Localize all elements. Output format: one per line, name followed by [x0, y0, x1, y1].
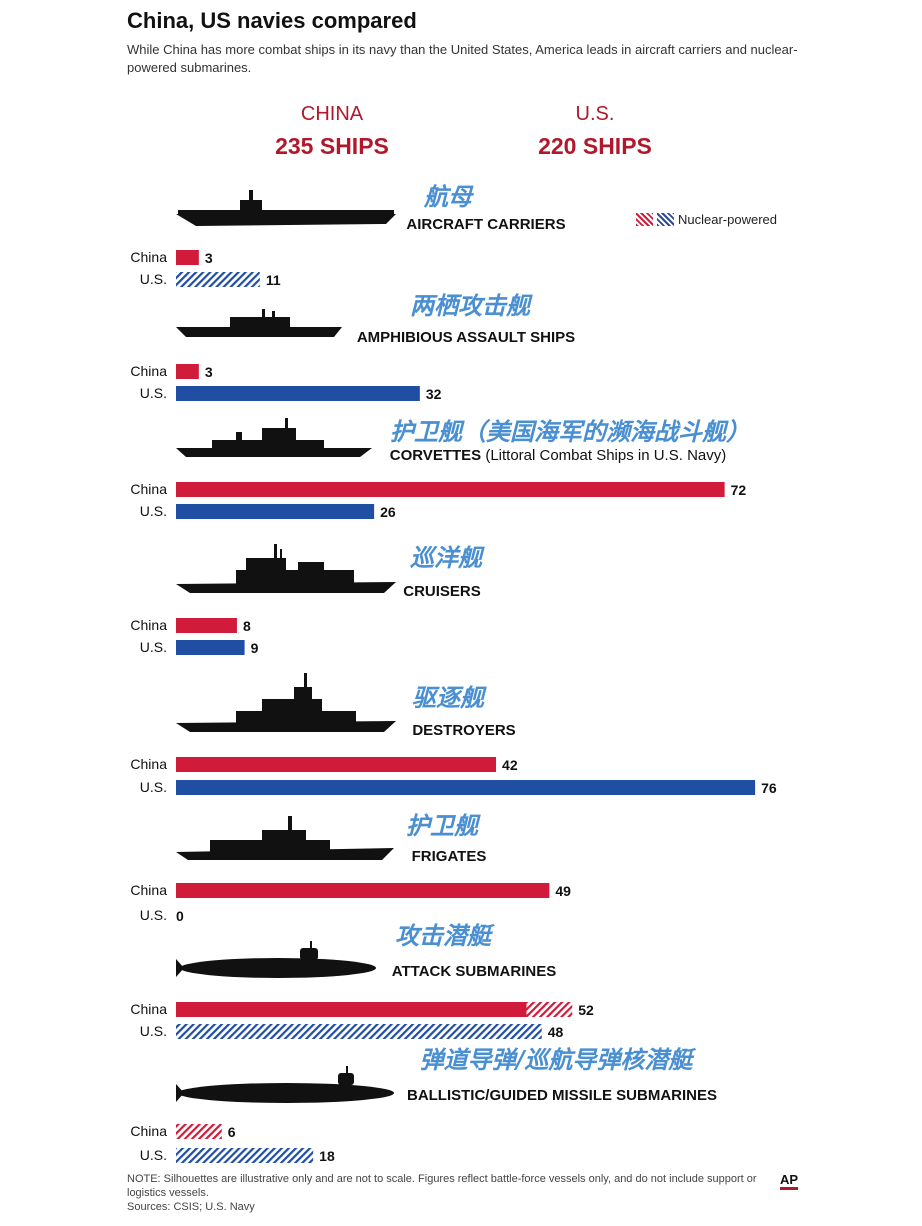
group-label-cn: 攻击潜艇 [395, 921, 495, 950]
china-bar [176, 250, 199, 265]
china-row-label: China [130, 756, 167, 772]
footnote-text: NOTE: Silhouettes are illustrative only … [127, 1173, 757, 1199]
china-bar [176, 1002, 527, 1017]
chart-title: China, US navies compared [127, 8, 417, 33]
us-bar [176, 386, 420, 401]
chart-subtitle: While China has more combat ships in its… [127, 42, 798, 75]
group-label: CRUISERS [403, 583, 481, 600]
us-row-label: U.S. [140, 907, 167, 923]
group-label-cn: 弹道导弹/巡航导弹核潜艇 [420, 1045, 697, 1074]
us-row-label: U.S. [140, 271, 167, 287]
china-row-label: China [130, 617, 167, 633]
group-label: CORVETTES (Littoral Combat Ships in U.S.… [390, 447, 727, 464]
us-bar-nuclear [176, 1148, 314, 1163]
group-label-cn: 护卫舰（美国海军的濒海战斗舰） [390, 417, 750, 446]
china-bar [176, 482, 725, 497]
ship-silhouette-sub [176, 941, 376, 978]
group-label: AIRCRAFT CARRIERS [406, 216, 565, 233]
legend: Nuclear-powered [636, 212, 777, 227]
group-label-cn: 两栖攻击舰 [410, 291, 533, 320]
china-bar [176, 883, 550, 898]
ship-silhouette-cruiser [176, 544, 396, 593]
group-label: ATTACK SUBMARINES [392, 963, 556, 980]
china-header-count: 235 SHIPS [275, 133, 389, 159]
group-label: AMPHIBIOUS ASSAULT SHIPS [357, 329, 575, 346]
us-value-label: 9 [251, 640, 259, 656]
china-bar [176, 757, 497, 772]
china-row-label: China [130, 363, 167, 379]
china-value-label: 72 [731, 482, 747, 498]
us-value-label: 0 [176, 908, 184, 924]
china-value-label: 8 [243, 618, 251, 634]
group-label-cn: 驱逐舰 [412, 683, 487, 712]
footnote: NOTE: Silhouettes are illustrative only … [127, 1172, 767, 1214]
bars: 航母 AIRCRAFT CARRIERS China 3 U.S. 11 两栖攻击舰 AMPH… [130, 182, 776, 1164]
legend-label: Nuclear-powered [678, 212, 777, 227]
us-value-label: 48 [548, 1024, 564, 1040]
china-bar-nuclear [176, 1124, 222, 1139]
us-value-label: 18 [319, 1148, 335, 1164]
china-value-label: 49 [555, 883, 571, 899]
ship-silhouette-corvette [176, 418, 372, 457]
group-label-cn: 航母 [423, 182, 475, 211]
group-label: DESTROYERS [412, 722, 515, 739]
us-row-label: U.S. [140, 503, 167, 519]
sources-text: Sources: CSIS; U.S. Navy [127, 1201, 255, 1213]
china-bar [176, 618, 237, 633]
china-row-label: China [130, 481, 167, 497]
us-row-label: U.S. [140, 385, 167, 401]
us-row-label: U.S. [140, 1023, 167, 1039]
group-label: BALLISTIC/GUIDED MISSILE SUBMARINES [407, 1087, 717, 1104]
ship-silhouette-destroyer [176, 673, 396, 732]
us-row-label: U.S. [140, 1147, 167, 1163]
china-value-label: 42 [502, 757, 518, 773]
china-value-label: 52 [578, 1002, 594, 1018]
legend-swatch-china-nuclear [636, 213, 653, 226]
china-value-label: 6 [228, 1124, 236, 1140]
china-header-name: CHINA [300, 103, 364, 125]
us-header: U.S. 220 SHIPS [515, 103, 675, 160]
group-label-note: (Littoral Combat Ships in U.S. Navy) [481, 447, 726, 464]
us-bar [176, 640, 245, 655]
us-bar [176, 780, 756, 795]
china-row-label: China [130, 1123, 167, 1139]
us-bar-nuclear [176, 1024, 542, 1039]
ship-silhouette-ssbn [176, 1066, 394, 1103]
us-value-label: 32 [426, 386, 442, 402]
ship-silhouettes [176, 190, 396, 1103]
us-value-label: 11 [266, 272, 281, 288]
china-bar-nuclear [526, 1002, 573, 1017]
china-bar [176, 364, 199, 379]
group-label-cn: 巡洋舰 [410, 543, 485, 572]
china-header: CHINA 235 SHIPS [252, 103, 412, 160]
china-row-label: China [130, 882, 167, 898]
legend-swatch-us-nuclear [657, 213, 674, 226]
us-row-label: U.S. [140, 779, 167, 795]
us-value-label: 76 [761, 780, 777, 796]
china-value-label: 3 [205, 364, 213, 380]
ship-silhouette-carrier [176, 190, 396, 226]
us-row-label: U.S. [140, 639, 167, 655]
us-bar [176, 504, 375, 519]
china-row-label: China [130, 1001, 167, 1017]
china-value-label: 3 [205, 250, 213, 266]
china-row-label: China [130, 249, 167, 265]
us-header-name: U.S. [575, 103, 615, 125]
us-bar-nuclear [176, 272, 260, 287]
us-header-count: 220 SHIPS [538, 133, 652, 159]
ship-silhouette-frigate [176, 816, 394, 860]
group-label-cn: 护卫舰 [406, 811, 481, 840]
group-label: FRIGATES [412, 848, 487, 865]
ap-logo: AP [780, 1172, 799, 1190]
ship-silhouette-amphib [176, 309, 342, 337]
us-value-label: 26 [380, 504, 396, 520]
